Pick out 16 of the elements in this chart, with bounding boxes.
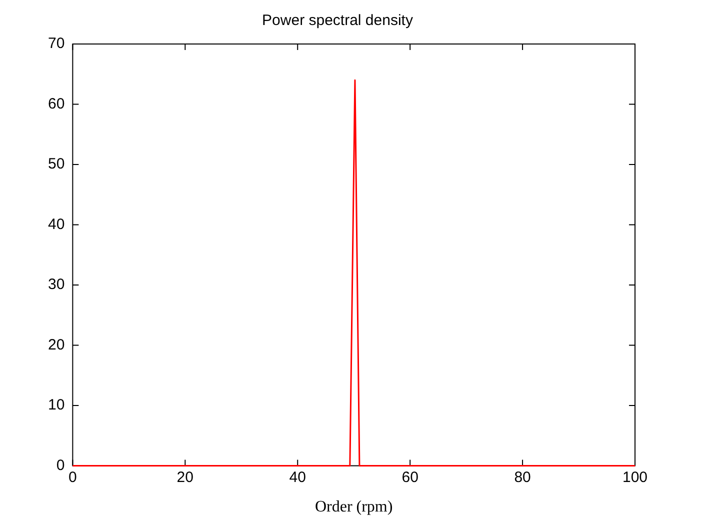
y-tick-label: 10 [48, 396, 65, 414]
x-tick-label: 40 [289, 468, 306, 486]
y-tick-label: 60 [48, 95, 65, 112]
y-tick-label: 0 [56, 456, 65, 474]
x-tick-label: 100 [622, 468, 648, 486]
y-tick-label: 70 [48, 35, 65, 52]
x-axis-title: Order (rpm) [314, 498, 393, 516]
x-tick-label: 60 [402, 468, 418, 486]
x-tick-label: 0 [68, 468, 77, 486]
y-tick-label: 20 [48, 336, 65, 354]
x-tick-label: 80 [514, 468, 531, 486]
y-tick-label: 50 [48, 156, 65, 173]
chart-title: Power spectral density [262, 12, 414, 30]
y-tick-label: 30 [48, 276, 65, 294]
x-tick-label: 20 [176, 468, 194, 486]
y-tick-label: 40 [48, 216, 65, 233]
